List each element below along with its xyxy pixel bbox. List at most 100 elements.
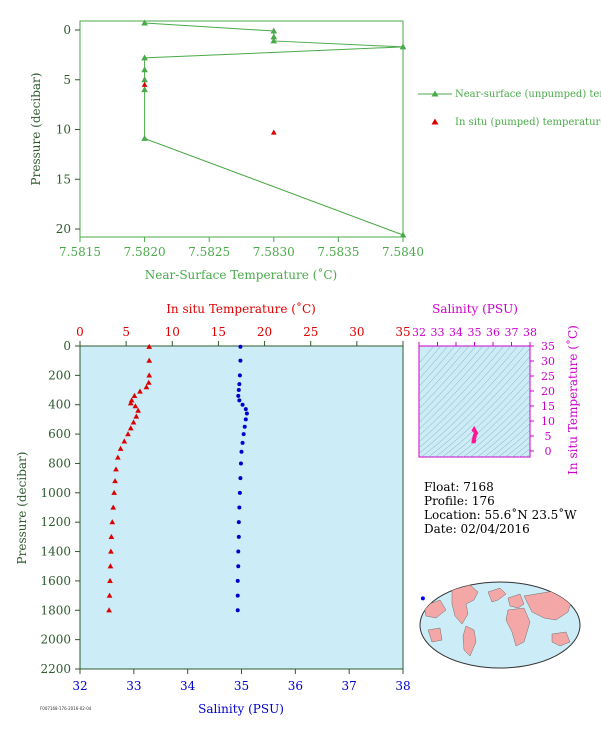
density-contour <box>419 346 484 417</box>
location: Location: 55.6˚N 23.5˚W <box>424 508 577 522</box>
profile-y-tick-label: 200 <box>48 368 71 382</box>
profile-top-tick-label: 0 <box>76 325 84 339</box>
profile-y-tick-label: 1800 <box>40 603 71 617</box>
temperature-point <box>117 445 124 451</box>
top-x-tick-label: 7.5835 <box>317 245 359 259</box>
profile-y-tick-label: 2000 <box>40 633 71 647</box>
salinity-point <box>238 461 243 466</box>
profile-y-tick-label: 2200 <box>40 662 71 676</box>
temperature-point <box>107 577 113 584</box>
float-location-marker <box>420 596 425 601</box>
unpumped-temperature-point <box>141 76 148 83</box>
pumped-temperature-point <box>270 129 277 135</box>
salinity-point <box>237 373 242 378</box>
map-americas-north <box>451 584 479 625</box>
profile-bottom-tick-label: 35 <box>234 679 249 693</box>
top-y-tick-label: 10 <box>56 123 71 137</box>
salinity-point <box>236 534 241 539</box>
salinity-point <box>235 578 240 583</box>
ts-top-tick-label: 34 <box>449 326 463 339</box>
world-map <box>419 581 581 669</box>
profile-top-tick-label: 15 <box>211 325 226 339</box>
profile-number: Profile: 176 <box>424 494 495 508</box>
profile-bottom-tick-label: 32 <box>72 679 87 693</box>
profile-bottom-tick-label: 36 <box>288 679 303 693</box>
density-contour <box>469 402 530 457</box>
profile-y-tick-label: 0 <box>63 339 71 353</box>
density-contour <box>419 346 491 423</box>
map-south-america <box>462 625 477 657</box>
map-africa <box>505 607 531 647</box>
top-y-tick-label: 5 <box>63 73 71 87</box>
temperature-point <box>137 388 143 394</box>
temperature-point <box>143 384 150 390</box>
salinity-point <box>237 382 242 387</box>
temperature-point <box>111 489 117 495</box>
temperature-point <box>146 357 153 363</box>
profile-y-tick-label: 1600 <box>40 574 71 588</box>
density-contour <box>434 363 530 457</box>
ts-right-axis-label: In situ Temperature (˚C) <box>565 325 580 475</box>
density-contour <box>419 346 498 430</box>
unpumped-temperature-point <box>141 19 148 26</box>
temperature-point <box>127 400 134 406</box>
salinity-point <box>236 549 241 554</box>
top-x-tick-label: 7.5820 <box>124 245 166 259</box>
salinity-point <box>240 440 245 445</box>
profile-top-tick-label: 5 <box>122 325 130 339</box>
unpumped-temperature-point <box>141 54 148 61</box>
map-greenland <box>487 587 507 603</box>
unpumped-temperature-point <box>270 33 278 40</box>
temperature-point <box>145 379 152 385</box>
salinity-point <box>239 449 244 454</box>
salinity-point <box>238 476 243 481</box>
density-contour <box>441 371 530 457</box>
density-contours <box>419 346 530 457</box>
ts-right-tick-label: 30 <box>541 355 555 368</box>
salinity-point <box>237 490 242 495</box>
ts-top-tick-label: 33 <box>431 326 445 339</box>
legend-marker-unpumped <box>431 90 439 97</box>
map-europe <box>507 593 525 609</box>
temperature-point <box>114 454 121 460</box>
top-x-tick-label: 7.5825 <box>188 245 230 259</box>
float-number: Float: 7168 <box>424 480 494 494</box>
salinity-point <box>235 608 240 613</box>
top-y-tick-label: 0 <box>63 23 71 37</box>
ts-right-tick-label: 35 <box>541 340 555 353</box>
temperature-point <box>106 592 113 598</box>
temperature-point <box>131 392 138 399</box>
ts-right-tick-label: 10 <box>541 415 555 428</box>
legend-marker-pumped <box>431 118 439 125</box>
density-contour <box>476 409 530 457</box>
ts-top-tick-label: 35 <box>468 326 482 339</box>
temperature-point <box>125 431 131 437</box>
temperature-point <box>110 504 117 510</box>
ts-top-tick-label: 37 <box>505 326 519 339</box>
temperature-point <box>130 419 137 425</box>
ts-right-tick-label: 25 <box>541 370 555 383</box>
density-contour <box>427 355 530 457</box>
ts-right-tick-label: 20 <box>541 385 555 398</box>
ts-diagram: 32 33 34 35 36 37 38 0 5 10 15 20 25 30 35 Salinity (… <box>412 302 580 475</box>
unpumped-temperature-point <box>399 43 407 50</box>
profile-top-tick-label: 35 <box>395 325 410 339</box>
salinity-point <box>238 358 243 363</box>
profile-y-axis-label: Pressure (decibar) <box>15 452 29 565</box>
profile-bottom-axis-label: Salinity (PSU) <box>198 702 284 716</box>
profile-y-tick-label: 800 <box>48 456 71 470</box>
temperature-point <box>108 548 114 554</box>
salinity-point <box>237 505 242 510</box>
salinity-point <box>236 564 241 569</box>
profile-top-tick-label: 10 <box>165 325 180 339</box>
salinity-point <box>244 411 249 416</box>
pumped-temperature-point <box>141 81 148 87</box>
salinity-point <box>236 520 241 525</box>
profile-plot-frame <box>79 345 404 670</box>
ts-top-tick-label: 32 <box>412 326 426 339</box>
profile-y-tick-label: 400 <box>48 398 71 412</box>
temperature-point <box>112 478 118 484</box>
ts-point <box>471 425 477 431</box>
profile-y-tick-label: 600 <box>48 427 71 441</box>
